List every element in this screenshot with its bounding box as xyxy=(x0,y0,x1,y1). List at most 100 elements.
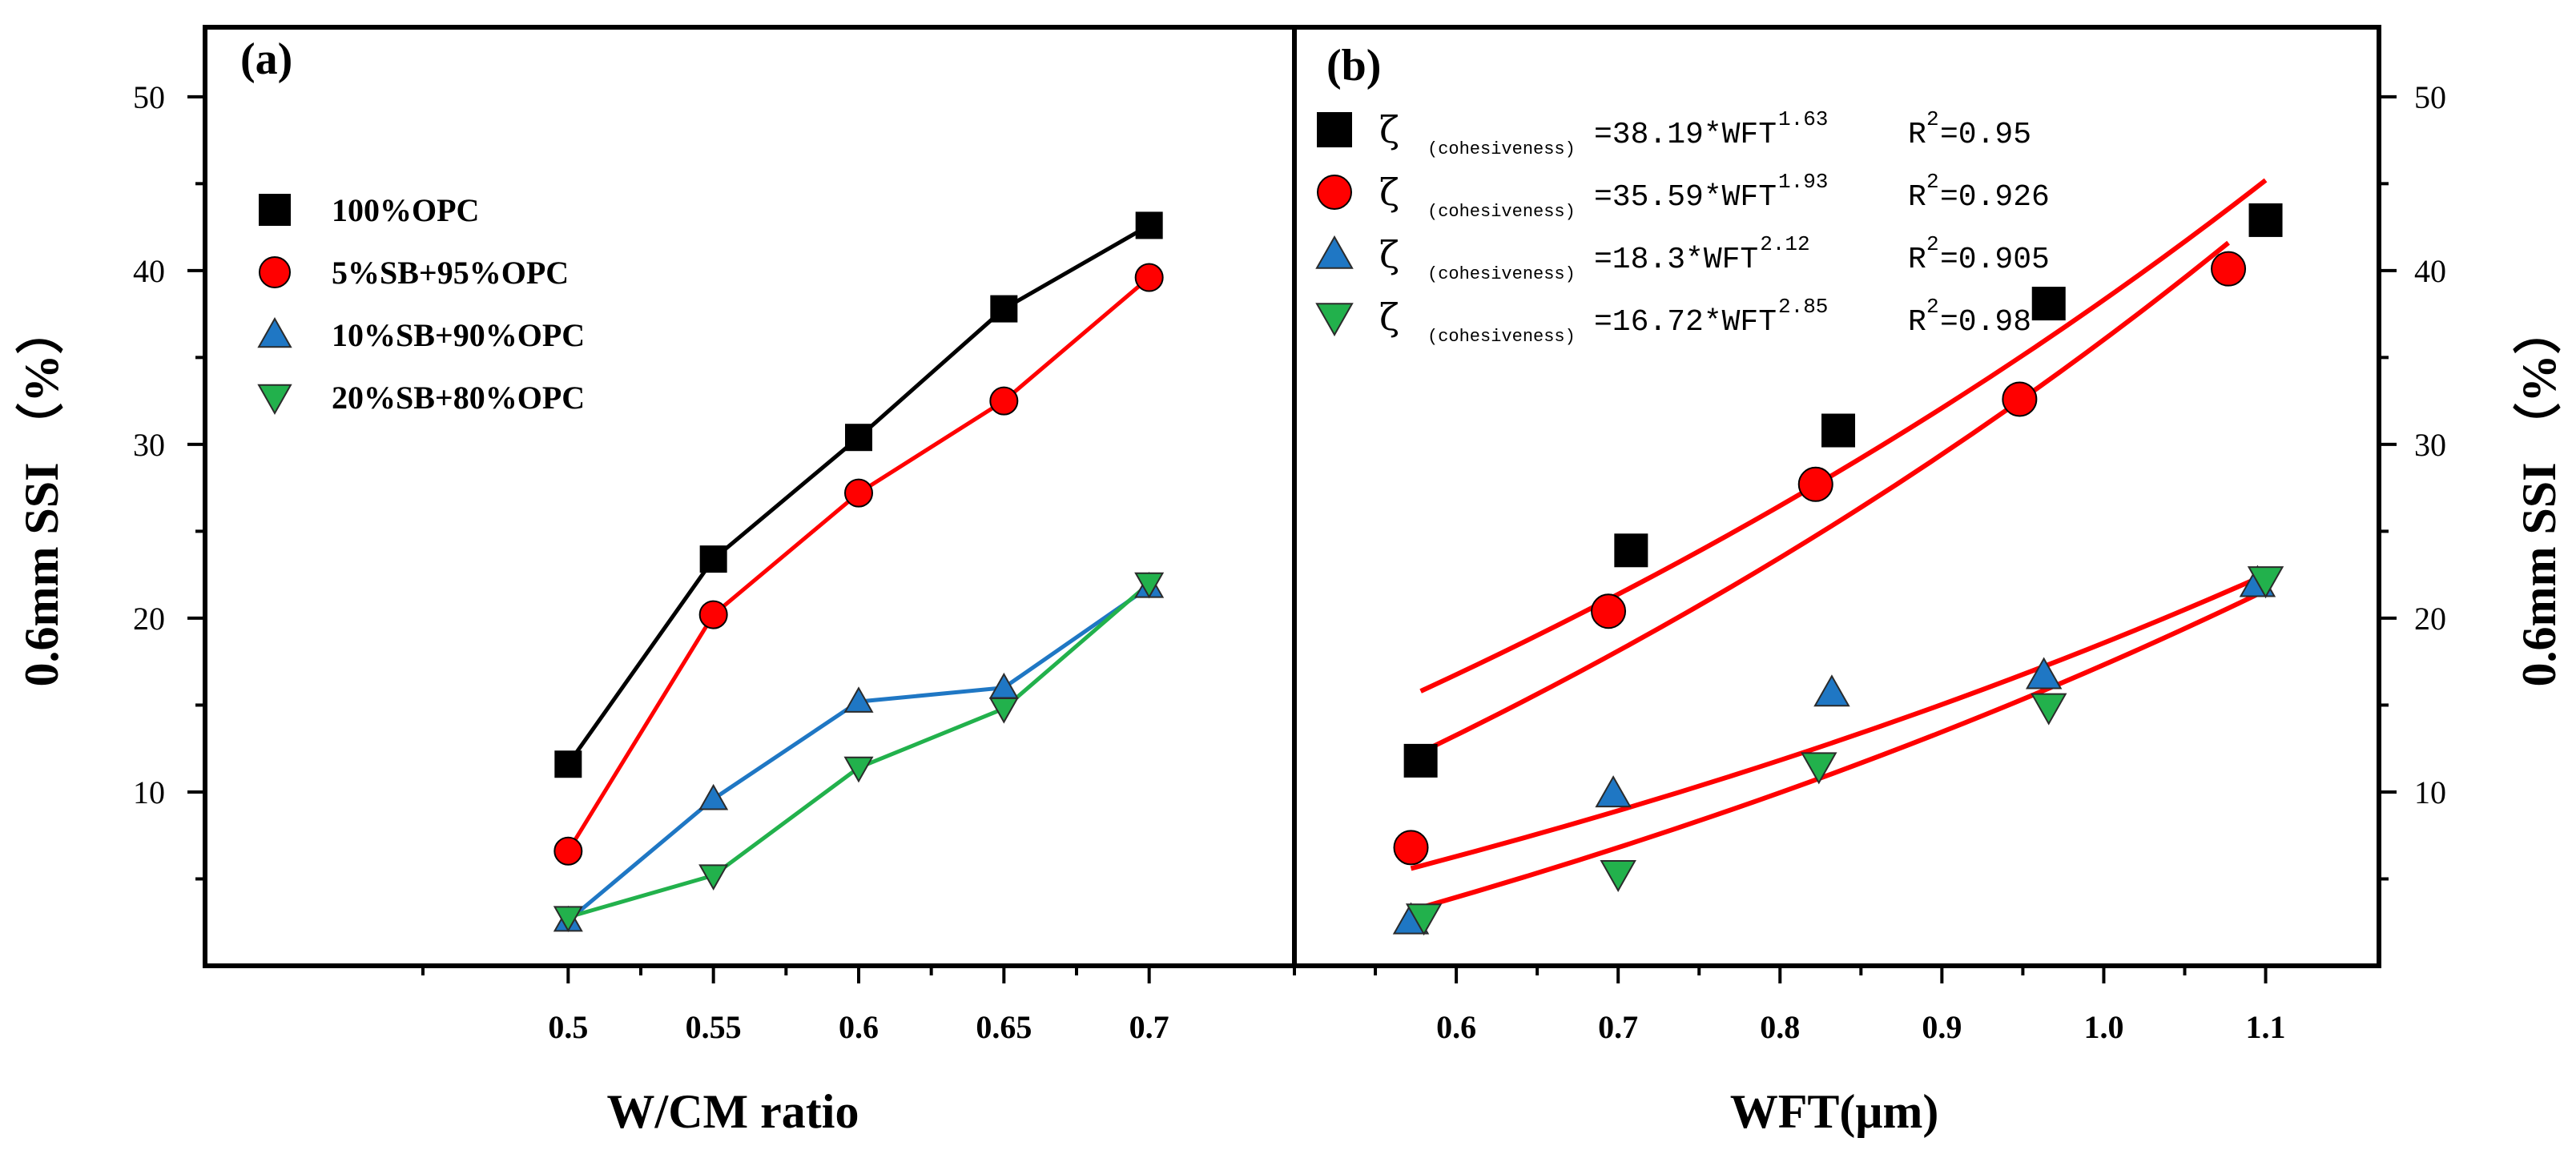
panel-b-legend-subscript-3: (cohesiveness) xyxy=(1427,264,1576,284)
panel-a-markers xyxy=(553,211,1165,933)
panel-b-point-s4-3 xyxy=(1801,752,1837,785)
panel-a-y-tick-label: 50 xyxy=(133,79,165,115)
panel-b-fit-curve-3 xyxy=(1410,576,2259,871)
panel-b-legend-equation-1: =38.19*WFT xyxy=(1594,118,1777,152)
panel-a-y-tick-label: 30 xyxy=(133,427,165,463)
panel-a-axis-ticks: 10 20 30 40 50 0.5 0.55 0.6 0.65 0.7 xyxy=(133,79,1296,1045)
panel-b-y-tick-label: 40 xyxy=(2414,253,2446,289)
panel-b-legend-equation-4: =16.72*WFT xyxy=(1594,305,1777,340)
panel-b-legend-r2-value-2: =0.926 xyxy=(1940,180,2050,215)
panel-a-y-axis-label: 0.6mm SSI （%） xyxy=(14,306,68,686)
panel-b-x-tick-label: 0.6 xyxy=(1436,1009,1476,1045)
panel-a-y-tick-label: 20 xyxy=(133,601,165,637)
panel-a-point-s1-3 xyxy=(845,424,872,452)
panel-b-label: (b) xyxy=(1326,41,1381,90)
panel-b-point-s1-3 xyxy=(1821,413,1856,448)
panel-b-point-s4-5 xyxy=(2247,566,2284,599)
panel-a-x-tick-label: 0.6 xyxy=(839,1009,879,1045)
panel-a-point-s1-1 xyxy=(554,750,582,778)
panel-a-point-s2-5 xyxy=(1134,263,1164,292)
panel-b-point-s1-4 xyxy=(2031,287,2066,321)
panel-b-y-tick-label: 50 xyxy=(2414,79,2446,115)
panel-a-point-s2-3 xyxy=(844,478,873,508)
panel-b-y-axis-label: 0.6mm SSI （%） xyxy=(2512,306,2566,686)
panel-b-legend-marker-2 xyxy=(1317,175,1352,210)
panel-b-x-tick-label: 0.9 xyxy=(1922,1009,1962,1045)
panel-a-x-tick-label: 0.65 xyxy=(976,1009,1032,1045)
panel-a-point-s2-1 xyxy=(553,836,583,866)
panel-a-point-s4-3 xyxy=(843,756,874,783)
panel-a-legend-marker-4 xyxy=(257,384,292,415)
panel-b-fit-curve-4 xyxy=(1423,588,2267,910)
panel-b-frame xyxy=(1292,25,2381,968)
panel-b-legend-marker-4 xyxy=(1315,303,1354,337)
panel-b-legend-exponent-1: 1.63 xyxy=(1778,107,1828,131)
panel-b-point-s2-1 xyxy=(1393,830,1429,866)
panel-a-x-tick-label: 0.55 xyxy=(686,1009,742,1045)
panel-a-y-tick-label: 40 xyxy=(133,253,165,289)
panel-b-fit-curve-1 xyxy=(1419,178,2268,694)
panel-a-point-s3-2 xyxy=(698,783,729,810)
panel-b-legend-equation-3: =18.3*WFT xyxy=(1594,243,1758,277)
panel-b-legend-r2-label-1: R xyxy=(1908,118,1926,152)
panel-a-x-tick-label: 0.7 xyxy=(1129,1009,1169,1045)
panel-b-x-tick-label: 0.7 xyxy=(1598,1009,1638,1045)
panel-b-legend-r2-label-2: R xyxy=(1908,180,1926,215)
panel-b-legend-r2-value-3: =0.905 xyxy=(1940,243,2050,277)
panel-a-legend-marker-1 xyxy=(259,194,291,226)
panel-a-point-s4-1 xyxy=(553,906,583,933)
panel-b-point-s3-4 xyxy=(2025,657,2063,690)
panel-a-x-tick-label: 0.5 xyxy=(548,1009,588,1045)
panel-b-y-tick-label: 20 xyxy=(2414,601,2446,637)
panel-b-point-s1-1 xyxy=(1403,743,1438,778)
panel-b-fit-curve-2 xyxy=(1410,240,2230,760)
panel-b-legend-r2-value-4: =0.98 xyxy=(1940,305,2031,340)
panel-b-point-s4-1 xyxy=(1405,903,1443,936)
panel-a-point-s2-2 xyxy=(698,600,728,629)
panel-b-point-s2-5 xyxy=(2211,251,2247,287)
panel-a-legend-label-1: 100%OPC xyxy=(332,192,479,228)
panel-b-legend-zeta-4: ζ xyxy=(1379,296,1399,339)
panel-b-markers xyxy=(1392,203,2284,936)
panel-b-legend-r2-label-4: R xyxy=(1908,305,1926,340)
panel-b-x-tick-label: 1.1 xyxy=(2246,1009,2286,1045)
panel-b-point-s2-2 xyxy=(1591,593,1627,629)
panel-b-legend-r2-exp-1: 2 xyxy=(1926,107,1939,131)
panel-b-y-tick-label: 30 xyxy=(2414,427,2446,463)
panel-a-point-s2-4 xyxy=(989,386,1019,416)
panel-b-fit-curves xyxy=(1410,178,2268,910)
panel-b-legend-zeta-3: ζ xyxy=(1379,233,1399,276)
panel-b-legend-r2-exp-2: 2 xyxy=(1926,170,1939,194)
panel-a-legend-marker-3 xyxy=(257,317,292,348)
panel-a-point-s4-4 xyxy=(988,697,1019,724)
panel-a-y-tick-label: 10 xyxy=(133,774,165,810)
panel-a-legend-label-4: 20%SB+80%OPC xyxy=(332,380,585,416)
panel-a-point-s1-5 xyxy=(1135,211,1163,239)
panel-b-x-tick-label: 1.0 xyxy=(2083,1009,2123,1045)
panel-a-label: (a) xyxy=(240,34,292,84)
panel-b-point-s2-4 xyxy=(2002,381,2038,417)
panel-a-legend-label-2: 5%SB+95%OPC xyxy=(332,255,569,291)
panel-b-legend-zeta-1: ζ xyxy=(1379,108,1399,151)
panel-a-x-axis-label: W/CM ratio xyxy=(607,1085,859,1138)
panel-b-point-s3-3 xyxy=(1813,674,1850,707)
panel-b-legend-marker-3 xyxy=(1315,235,1354,269)
panel-b-legend-r2-exp-4: 2 xyxy=(1926,295,1939,319)
panel-b-x-axis-label: WFT(μm) xyxy=(1730,1085,1939,1138)
panel-a-point-s1-2 xyxy=(699,545,727,573)
panel-b-legend-equation-2: =35.59*WFT xyxy=(1594,180,1777,215)
panel-a-point-s1-4 xyxy=(990,295,1018,323)
panel-a-legend-marker-2 xyxy=(259,256,291,288)
panel-b-y-tick-label: 10 xyxy=(2414,774,2446,810)
panel-b-x-tick-label: 0.8 xyxy=(1760,1009,1800,1045)
panel-b-point-s3-2 xyxy=(1595,775,1632,808)
panel-b-chart: 10 20 30 40 50 0.6 0.7 0.8 0.9 1.0 1.1 ζ (cohesiven… xyxy=(1292,25,2566,1138)
panel-b-legend-r2-label-3: R xyxy=(1908,243,1926,277)
panel-b-point-s4-2 xyxy=(1600,859,1636,892)
panel-b-legend-subscript-1: (cohesiveness) xyxy=(1427,139,1576,159)
panel-b-legend-r2-exp-3: 2 xyxy=(1926,232,1939,256)
panel-b-legend: ζ (cohesiveness) =38.19*WFT 1.63 R 2 =0.95ζ (co… xyxy=(1315,107,2050,347)
panel-a-point-s4-5 xyxy=(1134,572,1165,599)
panel-b-legend-zeta-2: ζ xyxy=(1379,171,1399,214)
